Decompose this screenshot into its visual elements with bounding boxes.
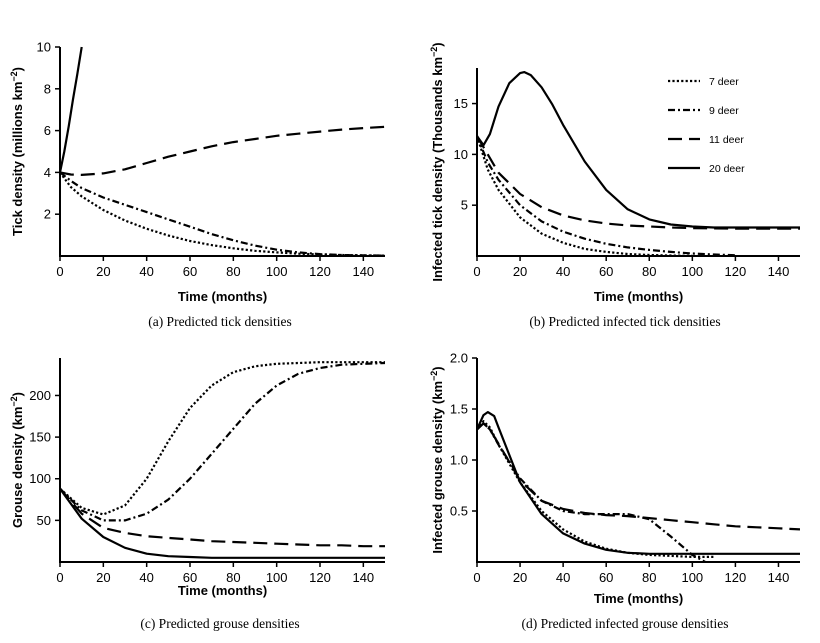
x-tick-label: 80 xyxy=(642,570,656,585)
x-tick-label: 140 xyxy=(768,264,790,279)
x-tick-label: 20 xyxy=(96,570,110,585)
legend-label: 7 deer xyxy=(709,76,739,88)
y-tick-label: 10 xyxy=(454,147,468,162)
y-tick-label: 50 xyxy=(37,513,51,528)
x-tick-label: 40 xyxy=(139,264,153,279)
series-line-20-deer xyxy=(477,411,800,555)
chart-panel-2: 0 20 40 60 80 100 120 140 50 100 150 200 Time (month… xyxy=(9,358,385,631)
x-tick-label: 40 xyxy=(556,264,570,279)
x-tick-label: 100 xyxy=(681,264,703,279)
series-line-11-deer xyxy=(60,125,385,176)
series-line-7-deer xyxy=(60,361,385,516)
y-axis-title: Tick density (millions km−2) xyxy=(9,67,25,236)
y-axis-title: Infected grouse density (km−2) xyxy=(429,366,445,553)
legend-label: 11 deer xyxy=(709,134,744,146)
series-line-20-deer xyxy=(477,71,800,229)
series-line-7-deer xyxy=(477,135,693,256)
x-tick-label: 60 xyxy=(183,570,197,585)
x-tick-label: 0 xyxy=(473,570,480,585)
legend-label: 9 deer xyxy=(709,105,739,117)
x-tick-label: 20 xyxy=(513,570,527,585)
x-tick-label: 120 xyxy=(725,264,747,279)
x-tick-label: 140 xyxy=(768,570,790,585)
x-tick-label: 140 xyxy=(352,264,374,279)
x-axis-title: Time (months) xyxy=(594,289,683,304)
y-tick-label: 0.5 xyxy=(450,504,468,519)
series-line-9-deer xyxy=(60,361,385,522)
x-tick-label: 80 xyxy=(642,264,656,279)
series-line-9-deer xyxy=(477,422,706,562)
chart-panel-1: 0 20 40 60 80 100 120 140 5 10 15 Time (months) Infe… xyxy=(429,42,800,329)
x-tick-label: 80 xyxy=(226,570,240,585)
y-tick-label: 5 xyxy=(461,198,468,213)
series-line-11-deer xyxy=(477,422,800,531)
y-tick-label: 6 xyxy=(44,123,51,138)
panel-caption: (c) Predicted grouse densities xyxy=(140,616,299,631)
series-line-9-deer xyxy=(477,135,736,256)
x-tick-label: 60 xyxy=(599,264,613,279)
x-tick-label: 40 xyxy=(139,570,153,585)
series-line-7-deer xyxy=(477,420,714,558)
y-tick-label: 1.0 xyxy=(450,453,468,468)
x-axis-title: Time (months) xyxy=(178,583,267,598)
y-tick-label: 150 xyxy=(29,430,51,445)
x-tick-label: 120 xyxy=(309,570,331,585)
chart-panel-0: 0 20 40 60 80 100 120 140 2 4 6 8 10 Time (months) Tic… xyxy=(9,40,385,329)
y-tick-label: 8 xyxy=(44,81,51,96)
series-line-20-deer xyxy=(60,488,385,559)
x-tick-label: 60 xyxy=(183,264,197,279)
y-tick-label: 2 xyxy=(44,207,51,222)
chart-panel-3: 0 20 40 60 80 100 120 140 0.5 1.0 1.5 2.0 Time (mont… xyxy=(429,351,800,631)
x-tick-label: 40 xyxy=(556,570,570,585)
series-line-11-deer xyxy=(60,487,385,548)
y-tick-label: 2.0 xyxy=(450,351,468,366)
x-tick-label: 80 xyxy=(226,264,240,279)
legend-label: 20 deer xyxy=(709,163,745,175)
y-tick-label: 1.5 xyxy=(450,402,468,417)
panel-caption: (a) Predicted tick densities xyxy=(148,314,292,329)
series-line-7-deer xyxy=(60,171,385,256)
y-tick-label: 15 xyxy=(454,96,468,111)
y-axis-title: Grouse density (km−2) xyxy=(9,392,25,528)
y-axis-title: Infected tick density (Thousands km−2) xyxy=(429,42,445,281)
x-tick-label: 20 xyxy=(513,264,527,279)
x-axis-title: Time (months) xyxy=(594,591,683,606)
series-line-11-deer xyxy=(477,135,800,230)
y-tick-label: 100 xyxy=(29,471,51,486)
panel-caption: (d) Predicted infected grouse densities xyxy=(522,616,729,631)
x-tick-label: 120 xyxy=(725,570,747,585)
x-tick-label: 100 xyxy=(266,264,288,279)
x-tick-label: 60 xyxy=(599,570,613,585)
y-tick-label: 10 xyxy=(37,40,51,55)
x-tick-label: 100 xyxy=(266,570,288,585)
x-tick-label: 0 xyxy=(56,570,63,585)
x-tick-label: 100 xyxy=(681,570,703,585)
x-tick-label: 120 xyxy=(309,264,331,279)
x-tick-label: 0 xyxy=(56,264,63,279)
series-line-20-deer xyxy=(60,46,83,173)
legend: 7 deer 9 deer 11 deer 20 deer xyxy=(668,76,745,175)
panel-caption: (b) Predicted infected tick densities xyxy=(529,314,720,329)
x-tick-label: 20 xyxy=(96,264,110,279)
x-tick-label: 140 xyxy=(352,570,374,585)
x-axis-title: Time (months) xyxy=(178,289,267,304)
series-line-9-deer xyxy=(60,171,385,256)
x-tick-label: 0 xyxy=(473,264,480,279)
y-tick-label: 4 xyxy=(44,165,51,180)
y-tick-label: 200 xyxy=(29,388,51,403)
